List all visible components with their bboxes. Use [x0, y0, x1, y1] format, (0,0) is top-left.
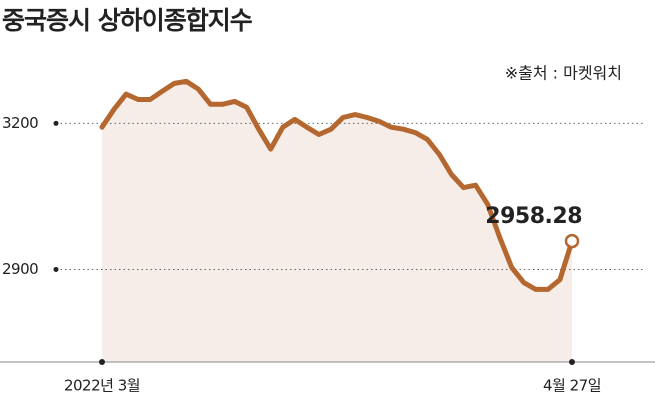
- x-tick-label: 4월 27일: [543, 377, 601, 395]
- value-label: 2958.28: [485, 204, 582, 229]
- x-tick-dot: [99, 359, 105, 365]
- y-tick-label: 3200: [2, 114, 38, 132]
- x-tick-label: 2022년 3월: [64, 377, 140, 395]
- line: [99, 78, 575, 292]
- last-point: [564, 233, 580, 249]
- source: ※출처 : 마켓워치: [505, 64, 622, 83]
- y-tick-label: 2900: [2, 260, 38, 278]
- x-tick-dot: [569, 359, 575, 365]
- area: [102, 81, 572, 363]
- tick-dot: [53, 266, 59, 272]
- chart-title: 중국증시 상하이종합지수: [2, 6, 253, 35]
- tick-dot: [53, 120, 59, 126]
